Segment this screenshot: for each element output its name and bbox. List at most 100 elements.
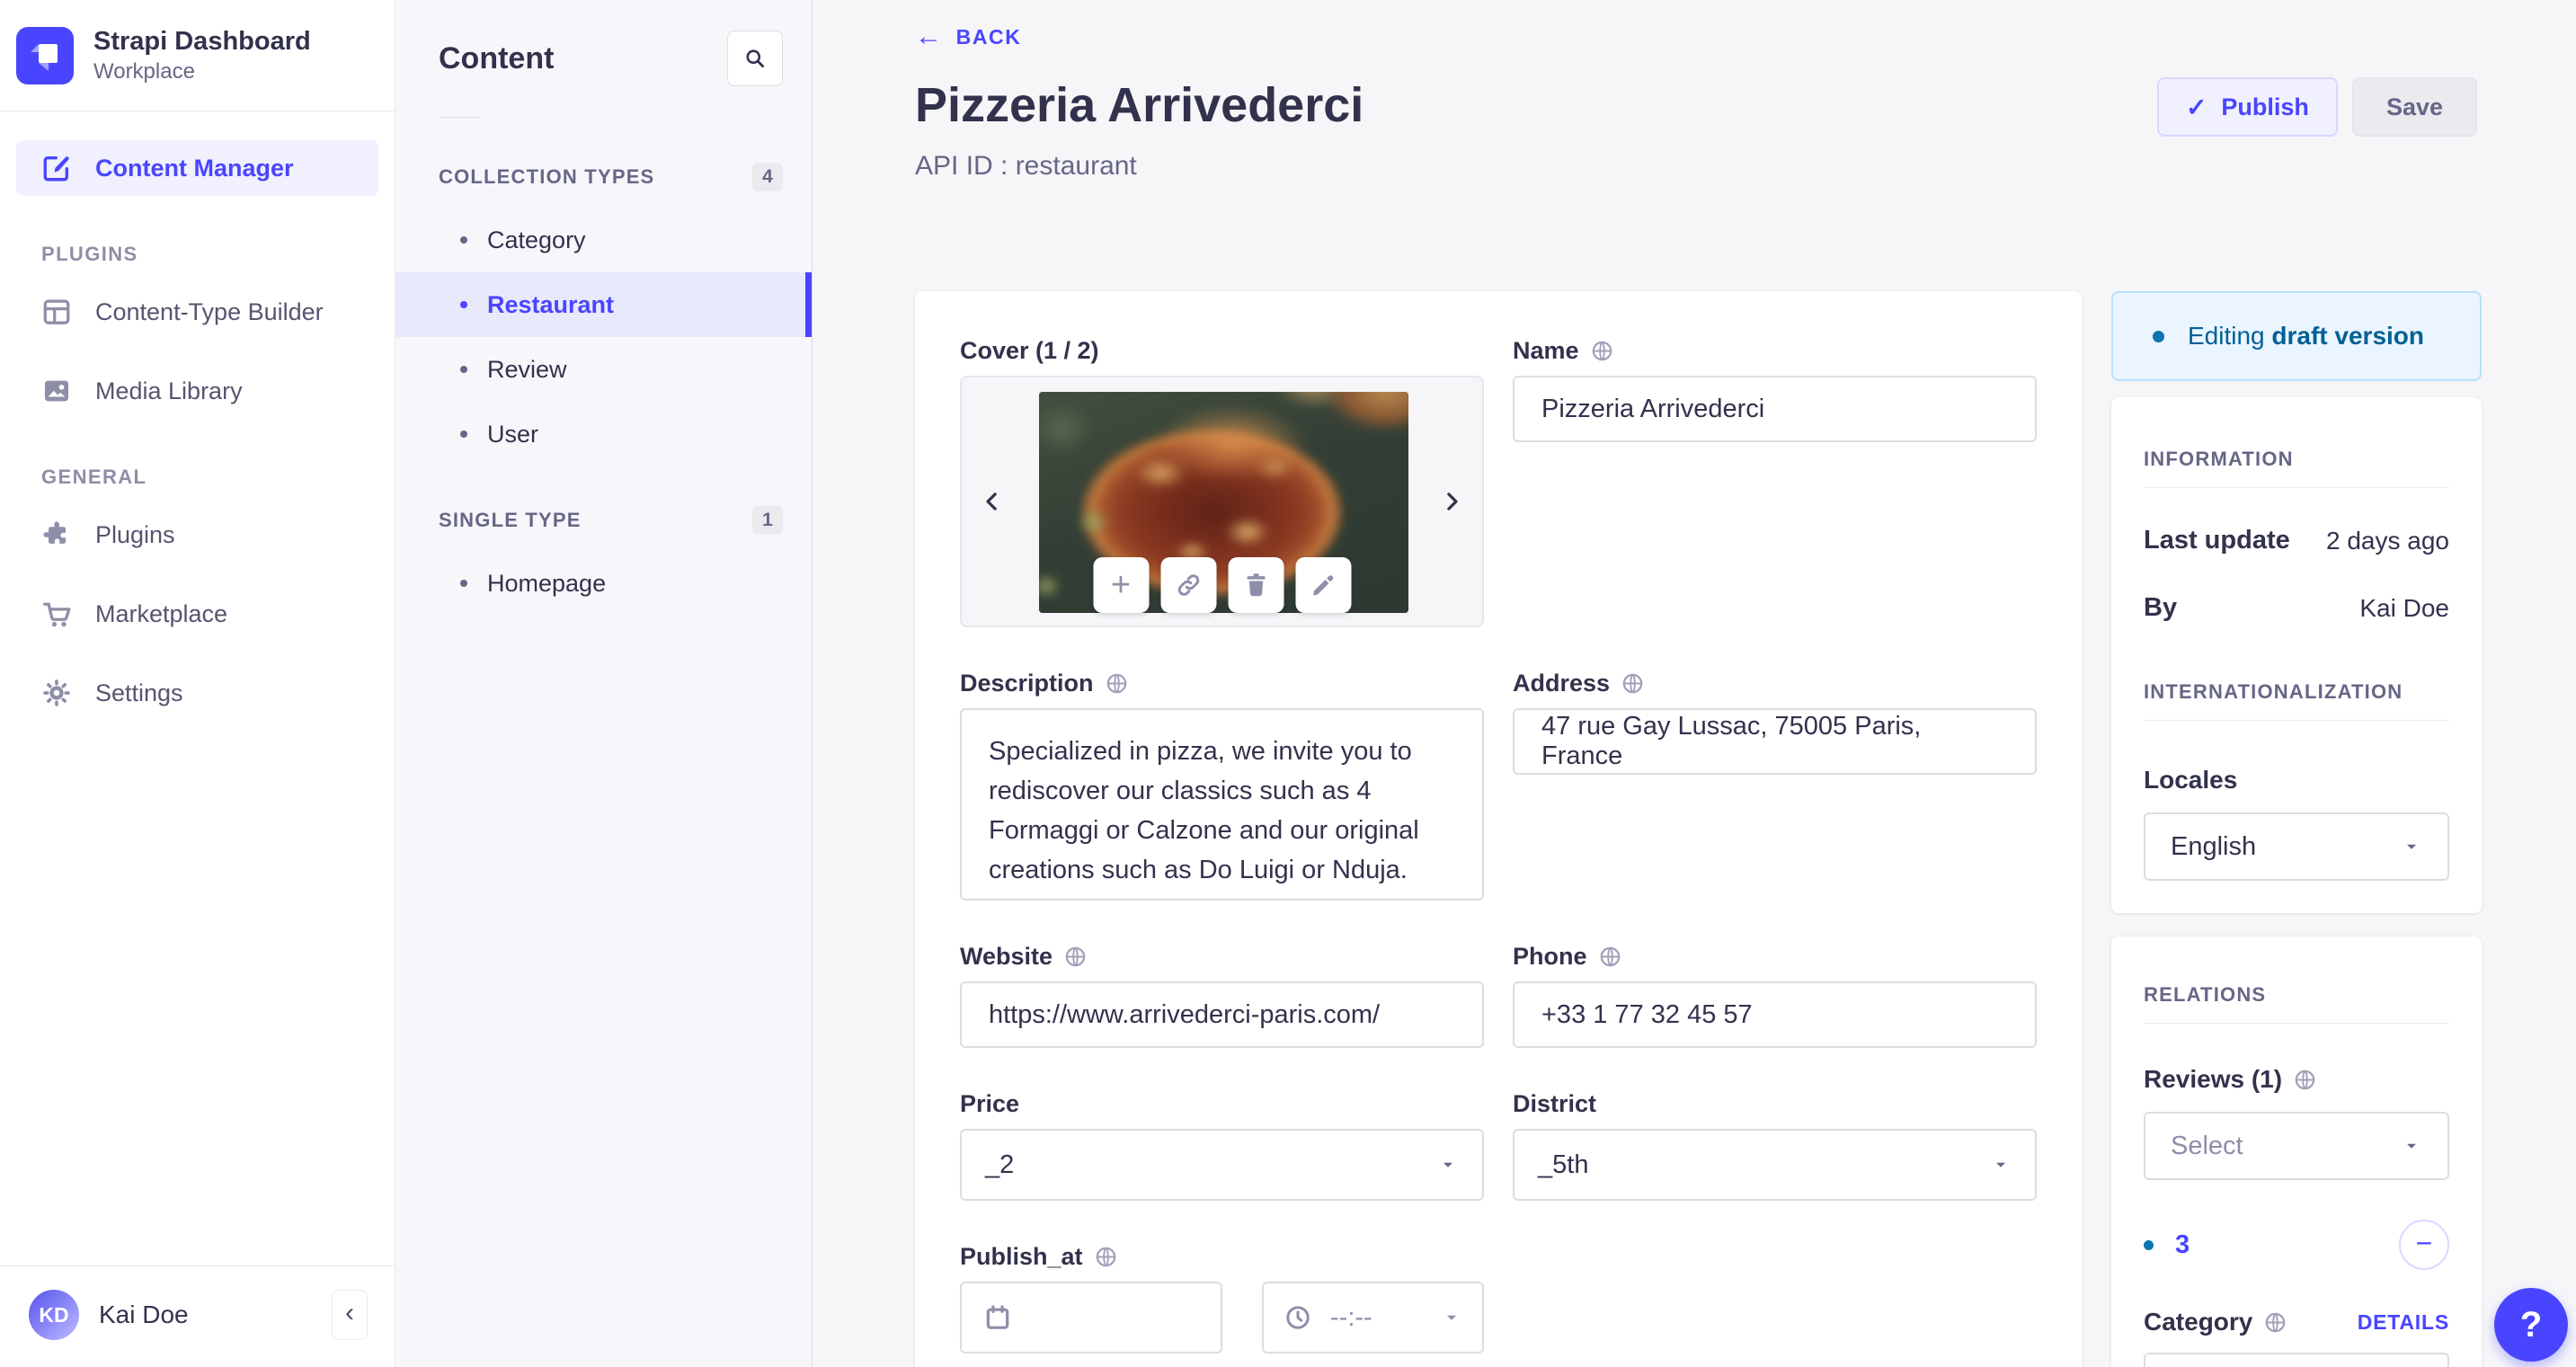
- bullet-icon: [460, 366, 467, 373]
- globe-icon: [1621, 671, 1645, 696]
- relations-card: RELATIONS Reviews (1) Select 3 −: [2111, 936, 2482, 1367]
- sidebar-item-settings[interactable]: Settings: [16, 665, 378, 721]
- sidebar-item-media-library[interactable]: Media Library: [16, 363, 378, 419]
- publish-label: Publish: [2221, 93, 2309, 120]
- phone-input[interactable]: +33 1 77 32 45 57: [1513, 981, 2037, 1048]
- right-panel: Editing draft version INFORMATION Last u…: [2111, 291, 2482, 1367]
- subnav-item-label: Restaurant: [487, 290, 615, 318]
- draft-emphasis: draft version: [2271, 322, 2425, 350]
- sidebar-user-row: KD Kai Doe ‹: [0, 1265, 395, 1367]
- sidebar-item-label: Settings: [95, 679, 183, 706]
- name-input[interactable]: Pizzeria Arrivederci: [1513, 376, 2037, 442]
- name-field: Name Pizzeria Arrivederci: [1513, 336, 2037, 627]
- cover-label: Cover (1 / 2): [960, 336, 1099, 364]
- sidebar-item-content-type-builder[interactable]: Content-Type Builder: [16, 284, 378, 340]
- api-id-text: API ID : restaurant: [915, 151, 1137, 181]
- main-content: ← BACK Pizzeria Arrivederci API ID : res…: [813, 0, 2576, 1367]
- cover-actions: +: [1093, 557, 1351, 613]
- district-field: District _5th: [1513, 1089, 2037, 1201]
- last-update-row: Last update 2 days ago: [2144, 526, 2449, 555]
- sidebar-item-plugins[interactable]: Plugins: [16, 507, 378, 563]
- subnav-divider: [439, 117, 480, 118]
- publish-button[interactable]: ✓ Publish: [2156, 77, 2338, 137]
- publish-date-input[interactable]: [960, 1282, 1222, 1354]
- save-label: Save: [2385, 93, 2443, 120]
- linked-review-link[interactable]: 3: [2175, 1229, 2190, 1259]
- reviews-label-row: Reviews (1): [2144, 1065, 2449, 1094]
- carousel-next-button[interactable]: [1434, 484, 1470, 519]
- divider: [2144, 1023, 2449, 1024]
- locale-select[interactable]: English: [2144, 812, 2449, 881]
- remove-relation-button[interactable]: −: [2399, 1220, 2449, 1270]
- details-link[interactable]: DETAILS: [2357, 1309, 2449, 1334]
- sidebar-section-plugins: PLUGINS: [41, 243, 138, 266]
- chevron-left-icon: ‹: [345, 1298, 354, 1327]
- add-asset-button[interactable]: +: [1093, 557, 1149, 613]
- avatar: KD: [29, 1290, 79, 1340]
- check-icon: ✓: [2185, 93, 2207, 121]
- chevron-down-icon: [1437, 1154, 1459, 1176]
- delete-asset-button[interactable]: [1228, 557, 1284, 613]
- price-field: Price _2: [960, 1089, 1484, 1201]
- subnav-title: Content: [439, 40, 555, 75]
- phone-field: Phone +33 1 77 32 45 57: [1513, 942, 2037, 1048]
- copy-link-button[interactable]: [1160, 557, 1216, 613]
- sidebar-collapse-button[interactable]: ‹: [332, 1290, 368, 1340]
- by-row: By Kai Doe: [2144, 593, 2449, 623]
- collection-types-label: COLLECTION TYPES: [439, 165, 655, 188]
- category-label-row: Category DETAILS: [2144, 1308, 2449, 1336]
- phone-label: Phone: [1513, 942, 1587, 970]
- reviews-label: Reviews (1): [2144, 1065, 2283, 1093]
- subnav-item-review[interactable]: Review: [395, 337, 812, 402]
- sidebar-nav: Content Manager PLUGINS Content-Type Bui…: [0, 111, 395, 721]
- website-label: Website: [960, 942, 1053, 970]
- sidebar-item-content-manager[interactable]: Content Manager: [16, 140, 378, 197]
- back-arrow-icon: ←: [915, 22, 944, 51]
- relation-bullet-icon: [2144, 1239, 2154, 1250]
- address-input[interactable]: 47 rue Gay Lussac, 75005 Paris, France: [1513, 708, 2037, 775]
- sidebar-item-marketplace[interactable]: Marketplace: [16, 586, 378, 642]
- sidebar-item-label: Content-Type Builder: [95, 297, 324, 325]
- edit-form-card: Cover (1 / 2) +: [915, 291, 2082, 1367]
- pencil-icon: [1309, 571, 1337, 599]
- help-button[interactable]: ?: [2494, 1288, 2568, 1362]
- brand-text: Strapi Dashboard Workplace: [93, 25, 311, 85]
- bullet-icon: [460, 580, 467, 587]
- draft-prefix: Editing: [2188, 322, 2265, 350]
- category-select[interactable]: Italian ×: [2144, 1353, 2449, 1367]
- page-title: Pizzeria Arrivederci: [915, 78, 1364, 132]
- divider: [2144, 720, 2449, 721]
- save-button[interactable]: Save: [2351, 77, 2477, 137]
- back-label: BACK: [955, 24, 1022, 49]
- price-label: Price: [960, 1089, 1020, 1117]
- subnav-item-homepage[interactable]: Homepage: [395, 551, 812, 616]
- bullet-icon: [460, 301, 467, 308]
- district-label: District: [1513, 1089, 1597, 1117]
- website-input[interactable]: https://www.arrivederci-paris.com/: [960, 981, 1484, 1048]
- back-link[interactable]: ← BACK: [915, 23, 1021, 50]
- globe-icon: [2263, 1310, 2287, 1335]
- brand-title: Strapi Dashboard: [93, 27, 311, 56]
- publish-time-input[interactable]: --:--: [1262, 1282, 1484, 1354]
- search-button[interactable]: [727, 31, 783, 86]
- publish-at-label: Publish_at: [960, 1242, 1083, 1270]
- calendar-icon: [983, 1303, 1012, 1332]
- reviews-select[interactable]: Select: [2144, 1112, 2449, 1180]
- information-title: INFORMATION: [2144, 448, 2294, 470]
- publish-time-placeholder: --:--: [1330, 1302, 1372, 1332]
- district-value: _5th: [1538, 1150, 1589, 1179]
- globe-icon: [1598, 945, 1622, 969]
- price-select[interactable]: _2: [960, 1129, 1484, 1201]
- subnav-item-user[interactable]: User: [395, 402, 812, 466]
- edit-asset-button[interactable]: [1295, 557, 1351, 613]
- subnav-item-category[interactable]: Category: [395, 208, 812, 272]
- subnav-item-label: Category: [487, 226, 586, 253]
- content-subnav: Content COLLECTION TYPES 4 Category Rest…: [395, 0, 813, 1367]
- district-select[interactable]: _5th: [1513, 1129, 2037, 1201]
- description-textarea[interactable]: Specialized in pizza, we invite you to r…: [960, 708, 1484, 901]
- carousel-prev-button[interactable]: [974, 484, 1010, 519]
- puzzle-icon: [41, 519, 72, 550]
- subnav-item-restaurant[interactable]: Restaurant: [395, 272, 812, 337]
- draft-status-banner: Editing draft version: [2111, 291, 2482, 381]
- trash-icon: [1241, 571, 1270, 599]
